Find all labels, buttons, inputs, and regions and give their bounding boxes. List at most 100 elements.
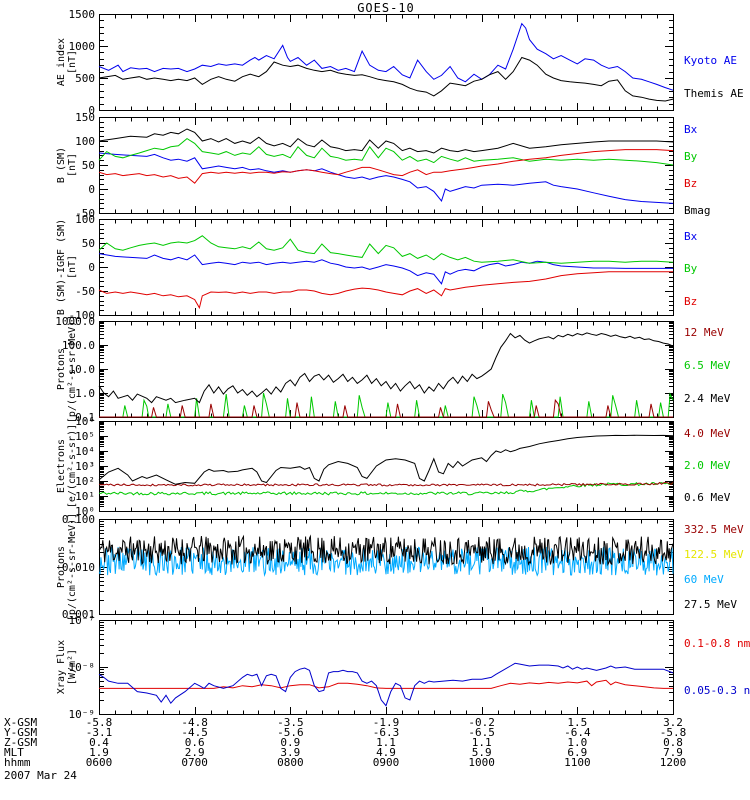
y-tick-label: 10⁻⁸ [69, 661, 96, 674]
panel-frame [99, 219, 674, 316]
bottom-row-label-z-gsm: Z-GSM [4, 736, 38, 749]
panel-ae: 0 500 1000 1500 [69, 8, 674, 117]
bottom-value-z-gsm-3: 1.1 [376, 736, 396, 749]
y-tick-label: 10⁵ [75, 430, 95, 443]
bottom-value-hhmm-1: 0700 [181, 756, 208, 769]
bottom-row-label-x-gsm: X-GSM [4, 716, 38, 729]
y-axis-unit-ae: [nT] [67, 49, 78, 75]
series-0.1-0.8-nm [99, 679, 673, 689]
panel-frame [99, 117, 674, 214]
y-axis-title-protons-high: Protons [56, 545, 67, 588]
y-tick-label: 10² [75, 475, 95, 488]
y-tick-label: 500 [75, 72, 95, 85]
y-axis-label-protons-high: Protons [p/(cm²-s-sr-MeV)] [56, 512, 78, 620]
legend-bmag: Bmag [684, 204, 711, 217]
y-tick-label: 50 [82, 237, 95, 250]
series-6.5-mev [99, 392, 674, 418]
bottom-row-label-y-gsm: Y-GSM [4, 726, 38, 739]
bottom-value-z-gsm-1: 0.6 [184, 736, 205, 749]
y-tick-label: 1000 [69, 40, 96, 53]
y-tick-label: 10⁰ [75, 505, 95, 518]
y-axis-label-bsm: B (SM) [nT] [56, 147, 78, 183]
legend-kyoto-ae: Kyoto AE [684, 54, 737, 67]
bottom-value-hhmm-2: 0800 [277, 756, 304, 769]
bottom-row-label-mlt: MLT [4, 746, 24, 759]
y-axis-label-bigrf: B (SM)-IGRF (SM) [nT] [56, 219, 78, 315]
panel-electrons: 10⁰ 10¹ 10² 10³ 10⁴ 10⁵ 10⁶ [75, 415, 674, 518]
y-axis-title-ae: AE index [56, 37, 67, 87]
y-tick-label: 150 [75, 111, 95, 124]
y-tick-label: -50 [75, 285, 95, 298]
bottom-value-y-gsm-1: -4.5 [181, 726, 208, 739]
legend-by: By [684, 150, 698, 163]
y-tick-label: -100 [69, 309, 96, 322]
series-bz [98, 149, 674, 184]
y-axis-title-electrons: Electrons [56, 438, 67, 494]
y-axis-label-xray: Xray Flux [W/m²] [56, 640, 78, 694]
series-12-mev [99, 398, 673, 418]
y-tick-label: 0 [88, 261, 95, 274]
y-tick-label: 10.0 [69, 363, 96, 376]
series-0.6-mev [98, 434, 674, 485]
bottom-value-x-gsm-2: -3.5 [277, 716, 304, 729]
plot-title: GOES-10 [357, 1, 415, 15]
y-tick-label: 100 [75, 135, 95, 148]
y-axis-unit-bsm: [nT] [67, 152, 78, 178]
y-tick-label: 50 [82, 159, 95, 172]
bottom-row-label-hhmm: hhmm [4, 756, 31, 769]
y-tick-label: -50 [75, 207, 95, 220]
bottom-value-mlt-3: 4.9 [376, 746, 396, 759]
bottom-value-hhmm-0: 0600 [85, 756, 113, 769]
series-bx [98, 253, 673, 285]
legend-6.5-mev: 6.5 MeV [684, 359, 731, 372]
legend-27.5-mev: 27.5 MeV [684, 598, 737, 611]
y-axis-title-xray: Xray Flux [56, 639, 67, 695]
series-by [98, 235, 674, 264]
y-axis-unit-protons-high: [p/(cm²-s-sr-MeV)] [67, 512, 78, 621]
legend-0.05-0.3-nm: 0.05-0.3 nm [684, 684, 750, 697]
bottom-value-hhmm-6: 1200 [659, 756, 687, 769]
y-axis-title-bigrf: B (SM)-IGRF (SM) [56, 218, 67, 316]
legend-bx: Bx [684, 123, 698, 136]
y-tick-label: 1.0 [75, 387, 95, 400]
panel-protons-high: 0.001 0.010 0.100 [62, 513, 674, 621]
legend-bz: Bz [684, 177, 698, 190]
series-themis-ae [98, 56, 674, 102]
series-0.05-0.3-nm [98, 662, 674, 707]
date-label: 2007 Mar 24 [4, 769, 77, 782]
bottom-value-y-gsm-2: -5.6 [277, 726, 304, 739]
panel-frame [99, 421, 674, 512]
y-tick-label: 0.100 [62, 513, 95, 526]
panel-protons-low: 0.1 1.0 10.0 100.0 1000.0 [55, 315, 674, 424]
legend-by: By [684, 262, 698, 275]
y-tick-label: 10¹ [75, 490, 95, 503]
series-2.0-mev [98, 482, 674, 496]
series-2.4-mev [98, 332, 674, 404]
legend-bx: Bx [684, 230, 698, 243]
y-tick-label: 100.0 [62, 339, 95, 352]
y-tick-label: 0.1 [75, 411, 95, 424]
bottom-value-z-gsm-0: 0.4 [89, 736, 109, 749]
y-tick-label: 10³ [75, 460, 95, 473]
bottom-value-x-gsm-5: 1.5 [567, 716, 588, 729]
panel-frame [99, 519, 674, 615]
legend-themis-ae: Themis AE [684, 87, 744, 100]
panel-bigrf: -100 -50 0 50 100 [69, 213, 674, 322]
y-tick-label: 0.001 [62, 608, 95, 621]
bottom-value-mlt-6: 7.9 [663, 746, 683, 759]
bottom-value-z-gsm-2: 0.9 [280, 736, 301, 749]
series-bx [98, 152, 674, 204]
y-tick-label: 1000.0 [55, 315, 95, 328]
y-tick-label: 10⁶ [75, 415, 95, 428]
y-axis-unit-bigrf: [nT] [67, 254, 78, 280]
series-by [98, 137, 674, 166]
bottom-value-x-gsm-4: -0.2 [468, 716, 495, 729]
series-27.5-mev [98, 534, 674, 567]
bottom-value-x-gsm-6: 3.2 [663, 716, 683, 729]
legend-12-mev: 12 MeV [684, 326, 724, 339]
bottom-value-hhmm-3: 0900 [372, 756, 400, 769]
series-4.0-mev [98, 481, 674, 487]
bottom-value-z-gsm-5: 1.0 [567, 736, 588, 749]
